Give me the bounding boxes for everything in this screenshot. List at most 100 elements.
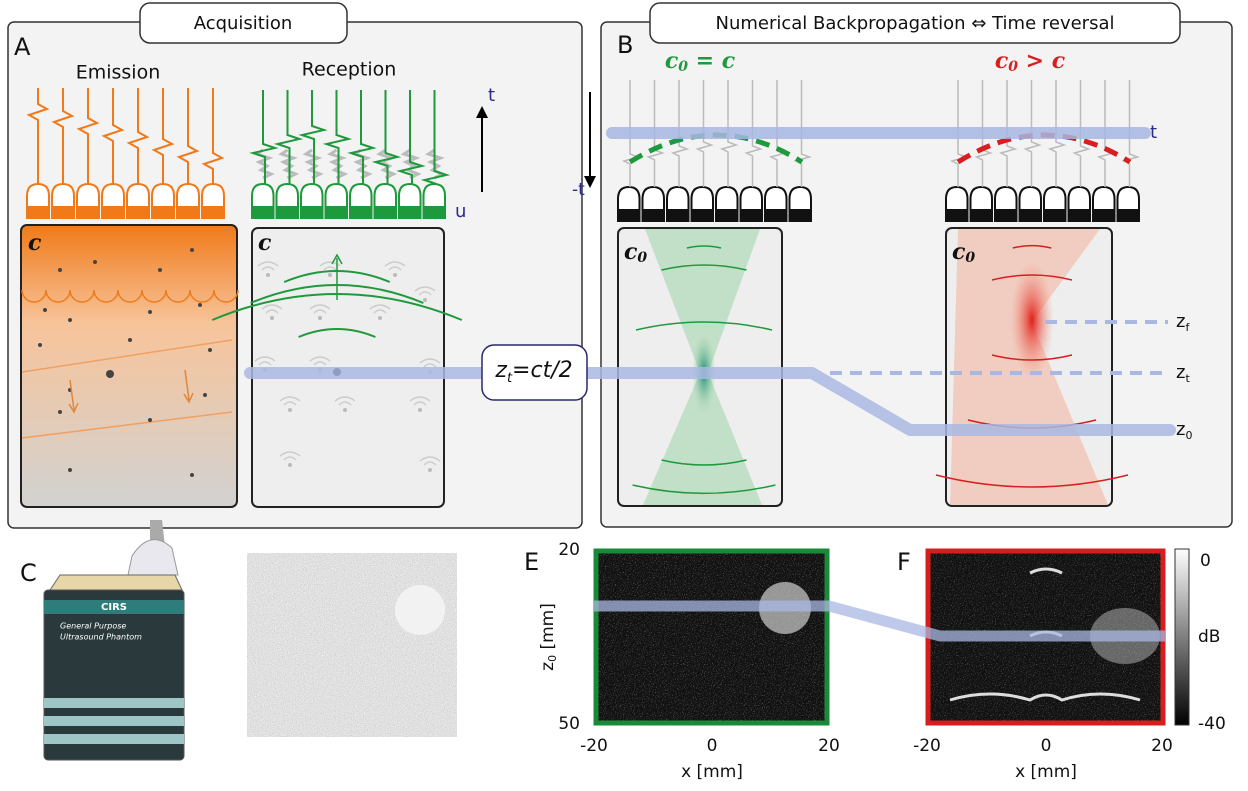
ripple (279, 451, 301, 461)
arrow (183, 369, 194, 404)
transducer-base (946, 209, 968, 221)
text: z (538, 662, 558, 671)
text: z (1176, 419, 1185, 440)
axis-label: t (488, 85, 495, 106)
y-axis-label: z0 [mm] (538, 603, 559, 671)
x-tick-label: 20 (1151, 736, 1173, 756)
x-axis-label: x [mm] (681, 762, 743, 782)
column-title: Emission (76, 62, 161, 84)
text: 0 (1185, 429, 1192, 442)
wavefront (21, 339, 233, 373)
x-axis-label: x [mm] (1015, 762, 1077, 782)
arrow (68, 379, 79, 414)
generated-layer (21, 80, 1140, 726)
ripple (279, 396, 301, 406)
ripple (369, 304, 391, 314)
transducer-base (52, 206, 74, 218)
text: z (1176, 311, 1185, 332)
wavelet (213, 289, 239, 303)
stripe (44, 600, 184, 614)
axis-label: u (455, 201, 466, 222)
trace (51, 88, 75, 184)
transducer-base (399, 206, 421, 218)
panel-label: C (20, 559, 37, 587)
panel-label: F (897, 548, 911, 576)
wavefront (1012, 244, 1052, 249)
transducer-base (276, 206, 298, 218)
brand: CIRS (101, 602, 127, 613)
ripple (261, 304, 283, 314)
trace (273, 90, 304, 184)
text: 0 (637, 250, 647, 266)
text: = c (688, 48, 736, 74)
scatterer (270, 316, 274, 320)
text: c (624, 239, 638, 265)
noise (302, 148, 324, 180)
inclusion (395, 585, 445, 635)
depth-label: z0 (1176, 419, 1192, 442)
scatterer (38, 343, 42, 347)
trace (396, 90, 426, 184)
trace (201, 88, 225, 184)
product-name: Ultrasound Phantom (60, 633, 142, 642)
transducer-base (970, 209, 992, 221)
medium-label: c (258, 230, 272, 256)
transducer-base (102, 206, 124, 218)
transducer-base (1093, 209, 1115, 221)
trace (101, 88, 125, 184)
scatterer (423, 298, 427, 302)
stripe (44, 698, 184, 708)
scatterer (418, 408, 422, 412)
scatterer (288, 463, 292, 467)
noise (327, 148, 349, 180)
transducer-base (177, 206, 199, 218)
transducer-base (202, 206, 224, 218)
transducer-base (1117, 209, 1139, 221)
transducer-base (1044, 209, 1066, 221)
arrow (331, 253, 343, 300)
scatterer (190, 473, 194, 477)
trace (793, 80, 812, 187)
scatterer (288, 408, 292, 412)
scatterer (198, 303, 202, 307)
tab-box (139, 2, 348, 44)
medium-label: c (28, 230, 42, 256)
depth-label: zf (1176, 311, 1190, 334)
text: 0 (1008, 59, 1018, 75)
ripple (419, 456, 441, 466)
trace (126, 88, 150, 184)
text: c (952, 239, 966, 265)
x-tick-label: 20 (818, 736, 840, 756)
arrow-head (476, 106, 488, 118)
ripple (309, 356, 331, 366)
wavefront (991, 274, 1073, 281)
text: t (1185, 372, 1190, 385)
wavelet (69, 289, 95, 303)
transducer-base (77, 206, 99, 218)
ripple (257, 261, 279, 271)
scatterer (93, 260, 97, 264)
wavefront (632, 484, 776, 495)
wavefront (991, 354, 1073, 361)
transducer-base (127, 206, 149, 218)
colorbar (1174, 548, 1190, 726)
tab-title: Numerical Backpropagation ⇔ Time reversa… (716, 13, 1115, 34)
y-tick-label: 20 (558, 540, 580, 560)
trace (176, 88, 200, 184)
wavefront (661, 264, 747, 271)
scatterer (328, 273, 332, 277)
ripple (254, 356, 276, 366)
depth-label: zt (1176, 362, 1190, 385)
axis-label: -t (572, 180, 585, 200)
transducer-base (1068, 209, 1090, 221)
wavelet (93, 289, 119, 303)
noise (400, 148, 422, 180)
transducer-base (1019, 209, 1041, 221)
scatterer (128, 338, 132, 342)
scatterer (68, 468, 72, 472)
product-name: General Purpose (60, 622, 126, 631)
text: 0 (965, 250, 975, 266)
trace (76, 88, 100, 184)
wavelet (141, 289, 167, 303)
scatterer (43, 308, 47, 312)
